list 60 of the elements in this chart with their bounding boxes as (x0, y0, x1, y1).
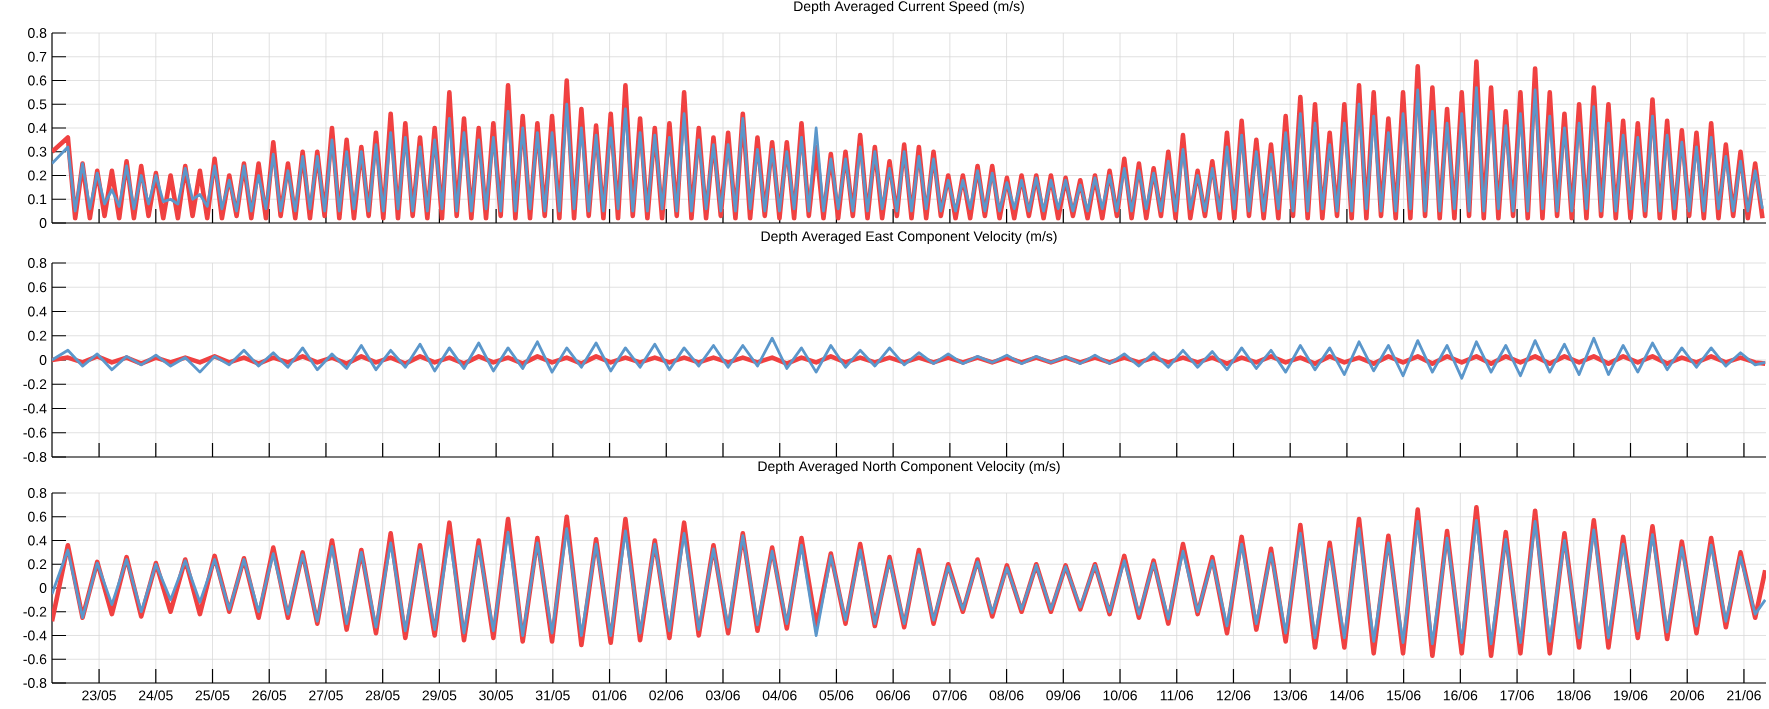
y-tick-label: 0.2 (28, 330, 47, 341)
x-tick-label: 28/05 (365, 690, 400, 701)
y-tick-label: 0.8 (28, 28, 47, 38)
y-tick-label: -0.4 (23, 630, 47, 641)
y-tick-label: 0.2 (28, 170, 47, 181)
x-tick-label: 08/06 (989, 690, 1024, 701)
x-tick-label: 26/05 (252, 690, 287, 701)
y-tick-label: 0.8 (28, 258, 47, 268)
x-tick-label: 19/06 (1614, 690, 1648, 701)
y-tick-label: 0.1 (28, 194, 47, 205)
y-tick-label: 0.2 (28, 559, 47, 570)
y-tick-label: -0.8 (23, 678, 47, 688)
y-tick-label: 0 (39, 218, 47, 228)
x-tick-label: 29/05 (422, 690, 457, 701)
y-tick-label: 0.8 (28, 488, 47, 498)
y-tick-label: 0.6 (28, 511, 47, 522)
y-tick-label: 0.3 (28, 146, 47, 157)
x-tick-label: 11/06 (1160, 690, 1194, 701)
x-tick-label: 23/05 (82, 690, 116, 701)
x-tick-label: 07/06 (932, 690, 967, 701)
y-tick-label: 0.4 (28, 123, 47, 133)
x-tick-label: 02/06 (649, 690, 684, 701)
x-tick-label: 10/06 (1103, 690, 1137, 701)
y-tick-label: -0.6 (23, 427, 47, 438)
y-tick-label: 0.4 (28, 306, 47, 317)
x-tick-label: 21/06 (1727, 690, 1761, 701)
y-tick-label: 0.5 (28, 99, 47, 110)
x-tick-label: 27/05 (309, 690, 343, 701)
x-tick-label: 04/06 (762, 690, 797, 701)
y-tick-label: -0.8 (23, 452, 47, 462)
x-tick-label: 01/06 (592, 690, 627, 701)
y-tick-label: 0 (39, 583, 47, 593)
x-tick-label: 06/06 (876, 690, 911, 701)
chart-title: Depth Averaged East Component Velocity (m/s) (761, 230, 1057, 244)
x-tick-label: 12/06 (1217, 690, 1251, 701)
x-tick-label: 05/06 (819, 690, 854, 701)
x-tick-label: 25/05 (195, 690, 230, 701)
y-tick-label: 0.4 (28, 535, 47, 546)
chart-title: Depth Averaged Current Speed (m/s) (794, 0, 1024, 14)
x-tick-label: 16/06 (1443, 690, 1478, 701)
y-tick-label: -0.6 (23, 654, 47, 665)
y-tick-label: -0.4 (23, 403, 47, 414)
x-tick-label: 31/05 (535, 690, 570, 701)
x-tick-label: 20/06 (1670, 690, 1705, 701)
x-tick-label: 14/06 (1330, 690, 1364, 701)
y-tick-label: -0.2 (23, 606, 47, 617)
x-tick-label: 03/06 (706, 690, 740, 701)
x-tick-label: 09/06 (1046, 690, 1081, 701)
x-tick-label: 13/06 (1273, 690, 1308, 701)
x-tick-label: 17/06 (1500, 690, 1534, 701)
y-tick-label: 0.6 (28, 75, 47, 86)
x-tick-label: 30/05 (479, 690, 514, 701)
y-tick-label: 0.7 (28, 51, 47, 62)
y-tick-label: 0.6 (28, 282, 47, 293)
x-tick-label: 15/06 (1387, 690, 1421, 701)
chart-title: Depth Averaged North Component Velocity (m/s) (758, 460, 1060, 474)
x-tick-label: 18/06 (1557, 690, 1591, 701)
y-tick-label: -0.2 (23, 379, 47, 390)
y-tick-label: 0 (39, 355, 47, 365)
x-tick-label: 24/05 (138, 690, 173, 701)
